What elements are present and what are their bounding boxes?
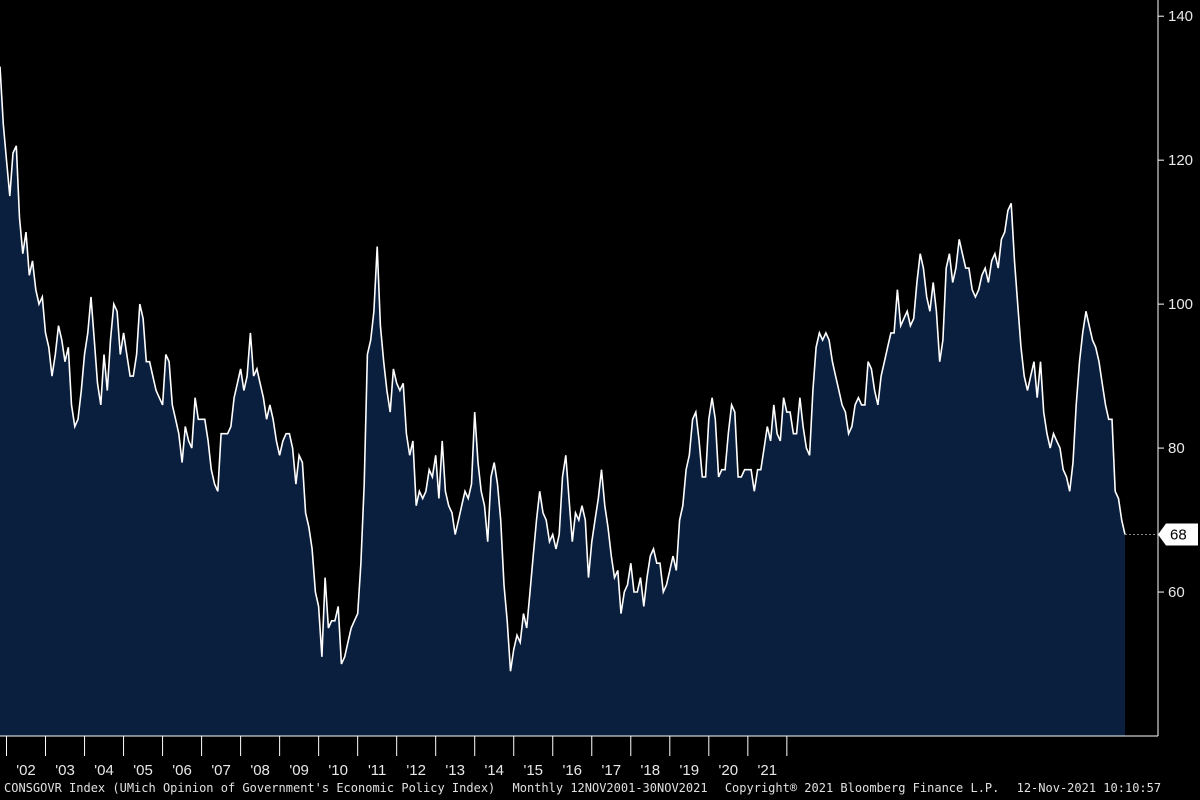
x-tick-label: '21 <box>758 762 778 779</box>
x-tick-label: '10 <box>328 762 348 779</box>
x-tick-label: '16 <box>562 762 582 779</box>
x-tick-label: '15 <box>523 762 543 779</box>
chart-footer: CONSGOVR Index (UMich Opinion of Governm… <box>4 781 1200 795</box>
footer-copyright: Copyright® 2021 Bloomberg Finance L.P. <box>724 781 1000 795</box>
x-tick-label: '03 <box>55 762 75 779</box>
x-tick-label: '19 <box>680 762 700 779</box>
x-tick-label: '05 <box>133 762 153 779</box>
x-tick-label: '18 <box>641 762 661 779</box>
y-tick-label: 100 <box>1168 296 1193 313</box>
last-value-box <box>1158 523 1198 546</box>
x-tick-label: '07 <box>211 762 231 779</box>
chart-area: 60 80 100 120 140 68 '02 '03 '04 '05 '06 '07 '08 '09… <box>0 0 1198 779</box>
x-tick-label: '12 <box>406 762 426 779</box>
footer-ticker: CONSGOVR Index (UMich Opinion of Governm… <box>4 781 496 795</box>
plot-area <box>0 66 1126 737</box>
x-tick-label: '14 <box>484 762 504 779</box>
x-tick-label: '17 <box>601 762 621 779</box>
y-tick-label: 140 <box>1168 8 1193 25</box>
x-tick-label: '20 <box>719 762 739 779</box>
x-tick-label: '09 <box>289 762 309 779</box>
y-tick-label: 120 <box>1168 152 1193 169</box>
last-value-label: 68 <box>1170 526 1187 543</box>
x-tick-label: '04 <box>94 762 114 779</box>
y-axis: 60 80 100 120 140 68 <box>1125 0 1198 736</box>
footer-period: Monthly 12NOV2001-30NOV2021 <box>512 781 708 795</box>
y-tick-label: 60 <box>1168 584 1185 601</box>
x-tick-label: '06 <box>172 762 192 779</box>
series-area <box>0 66 1125 737</box>
x-tick-label: '08 <box>250 762 270 779</box>
y-tick-label: 80 <box>1168 440 1185 457</box>
footer-timestamp: 12-Nov-2021 10:10:57 <box>1016 781 1162 795</box>
x-tick-label: '13 <box>445 762 465 779</box>
x-tick-label: '11 <box>368 762 386 779</box>
x-tick-label: '02 <box>16 762 36 779</box>
series-line <box>0 66 1126 672</box>
x-axis: '02 '03 '04 '05 '06 '07 '08 '09 '10 '11 '12 '13 '14 '… <box>0 735 1158 779</box>
